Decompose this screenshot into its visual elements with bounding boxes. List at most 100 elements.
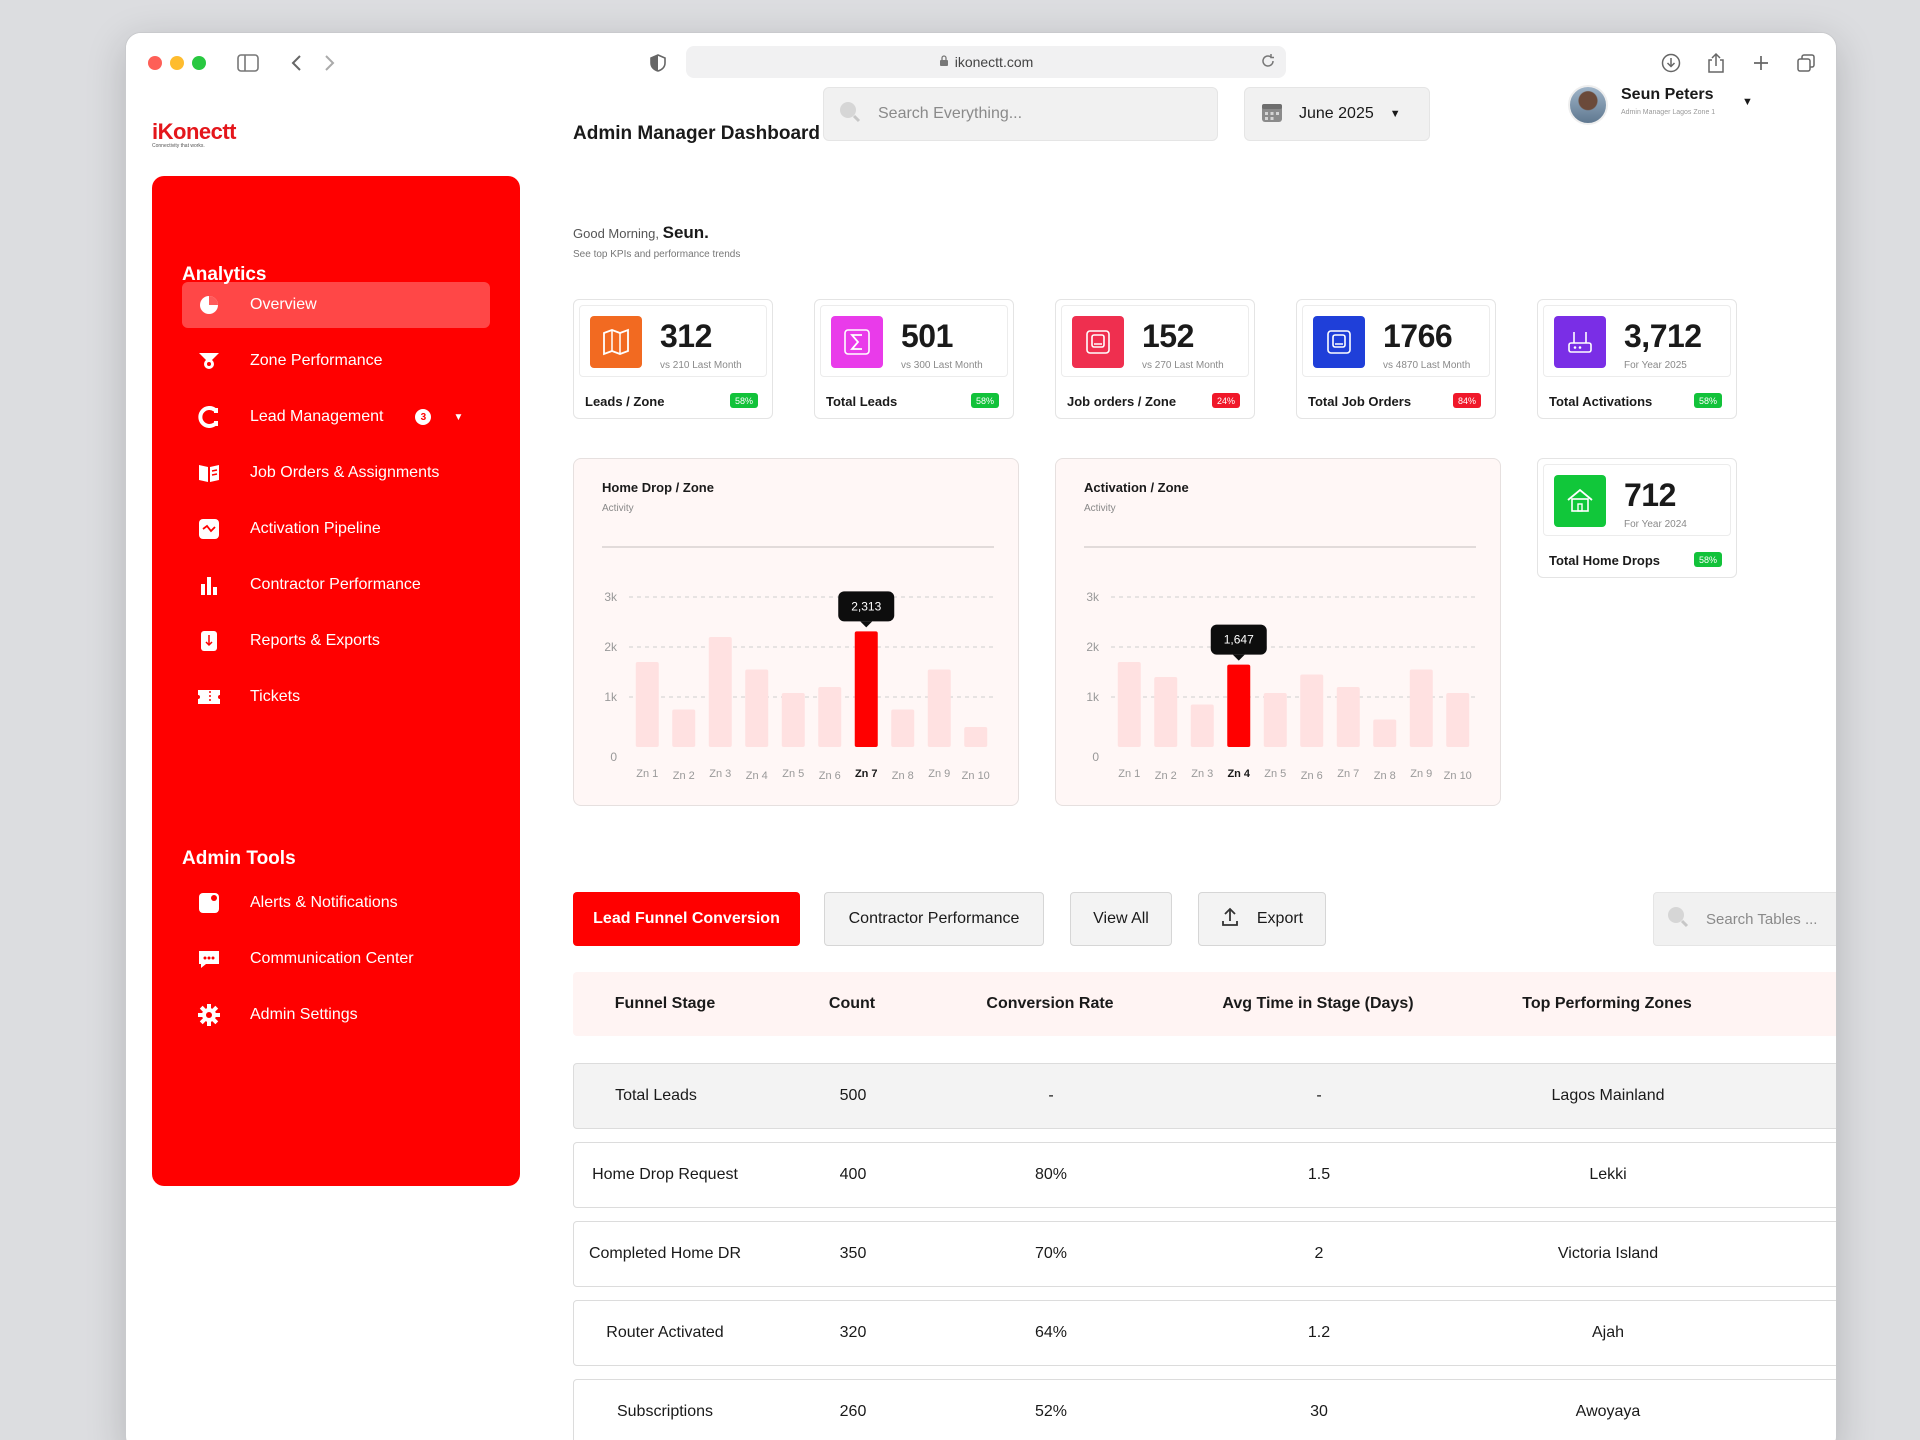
table-row[interactable]: Total Leads 500 - - Lagos Mainland — [573, 1063, 1836, 1129]
sidebar-item-lead-management[interactable]: Lead Management 3 ▼ — [182, 394, 490, 440]
chart-bar — [781, 693, 805, 747]
table-search-input[interactable] — [1706, 910, 1836, 928]
clipboard-icon — [1313, 316, 1365, 368]
table-cell: 500 — [839, 1087, 867, 1104]
x-tick-label: Zn 8 — [892, 770, 914, 782]
table-cell: 30 — [1310, 1403, 1328, 1420]
sidebar-item-tickets[interactable]: Tickets — [182, 674, 490, 720]
kpi-card-leads-zone[interactable]: 312 vs 210 Last Month Leads / Zone 58% — [573, 299, 773, 419]
tab-contractor-performance[interactable]: Contractor Performance — [824, 892, 1044, 946]
user-name[interactable]: Seun Peters — [1621, 86, 1714, 103]
search-icon — [838, 100, 862, 129]
kpi-comparison: For Year 2024 — [1624, 519, 1687, 530]
chart-bar — [1154, 677, 1178, 747]
column-header[interactable]: Top Performing Zones — [1522, 995, 1692, 1012]
table-row[interactable]: Router Activated 320 64% 1.2 Ajah — [573, 1300, 1836, 1366]
minimize-window-button[interactable] — [170, 56, 184, 70]
sidebar-item-alerts[interactable]: Alerts & Notifications — [182, 880, 490, 926]
kpi-value-panel: 312 vs 210 Last Month — [579, 305, 767, 377]
kpi-trend-text: 58% — [1698, 554, 1717, 565]
chart-bar — [1409, 669, 1433, 747]
tab-lead-funnel-conversion[interactable]: Lead Funnel Conversion — [573, 892, 800, 946]
table-search[interactable] — [1653, 892, 1836, 946]
user-role: Admin Manager Lagos Zone 1 — [1621, 109, 1716, 116]
forward-arrow-icon[interactable] — [316, 49, 344, 77]
table-cell: Subscriptions — [616, 1403, 714, 1420]
chart-bar — [927, 669, 951, 747]
y-tick-label: 1k — [604, 690, 618, 704]
sigma-icon — [831, 316, 883, 368]
kpi-trend-text: 58% — [1698, 395, 1717, 406]
greeting: Good Morning, Seun. — [573, 223, 709, 243]
avatar[interactable] — [1568, 85, 1608, 125]
chevron-down-icon[interactable]: ▼ — [1742, 96, 1753, 108]
sidebar-item-admin-settings[interactable]: Admin Settings — [182, 992, 490, 1038]
kpi-card-total-activations[interactable]: 3,712 For Year 2025 Total Activations 58… — [1537, 299, 1737, 419]
kpi-value: 1766 — [1383, 318, 1453, 354]
sidebar-item-contractor-performance[interactable]: Contractor Performance — [182, 562, 490, 608]
y-tick-label: 1k — [1086, 690, 1100, 704]
column-header[interactable]: Funnel Stage — [614, 995, 716, 1012]
column-header[interactable]: Conversion Rate — [986, 995, 1114, 1012]
sidebar-item-communication-center[interactable]: Communication Center — [182, 936, 490, 982]
kpi-card-job-orders-zone[interactable]: 152 vs 270 Last Month Job orders / Zone … — [1055, 299, 1255, 419]
chart-bar — [1373, 719, 1397, 747]
chevron-down-icon[interactable]: ▼ — [453, 411, 464, 423]
share-icon[interactable] — [1702, 49, 1730, 77]
sidebar-toggle-icon[interactable] — [234, 49, 262, 77]
clipboard-icon — [1072, 316, 1124, 368]
company-logo[interactable]: iKonectt Connectivity that works. — [152, 119, 252, 159]
shield-icon[interactable] — [644, 49, 672, 77]
table-cell: Home Drop Request — [592, 1166, 738, 1183]
tab-overview-icon[interactable] — [1792, 49, 1820, 77]
sidebar-item-label: Contractor Performance — [250, 576, 421, 593]
search-input[interactable] — [878, 105, 1178, 123]
sidebar-item-overview[interactable]: Overview — [182, 282, 490, 328]
kpi-card-total-home-drops[interactable]: 712 For Year 2024 Total Home Drops 58% — [1537, 458, 1737, 578]
pipeline-icon — [196, 516, 222, 542]
close-window-button[interactable] — [148, 56, 162, 70]
map-icon — [590, 316, 642, 368]
column-header[interactable]: Avg Time in Stage (Days) — [1222, 995, 1414, 1012]
chart-bar — [1263, 693, 1287, 747]
export-button[interactable]: Export — [1198, 892, 1326, 946]
table-row[interactable]: Completed Home DR 350 70% 2 Victoria Isl… — [573, 1221, 1836, 1287]
address-bar[interactable]: ikonectt.com — [686, 46, 1286, 78]
column-header[interactable]: Count — [828, 995, 876, 1012]
chart-subtitle: Activity — [602, 503, 634, 514]
chevron-down-icon: ▼ — [1389, 108, 1401, 120]
kpi-label: Job orders / Zone — [1067, 394, 1177, 409]
maximize-window-button[interactable] — [192, 56, 206, 70]
chart-bar — [745, 669, 769, 747]
reload-icon[interactable] — [1260, 53, 1276, 72]
chart-bar — [708, 637, 732, 747]
new-tab-icon[interactable] — [1747, 49, 1775, 77]
table-header: Funnel Stage Count Conversion Rate Avg T… — [573, 972, 1836, 1036]
date-picker[interactable]: June 2025 ▼ — [1244, 87, 1430, 141]
view-all-button[interactable]: View All — [1070, 892, 1172, 946]
kpi-card-total-job-orders[interactable]: 1766 vs 4870 Last Month Total Job Orders… — [1296, 299, 1496, 419]
download-icon[interactable] — [1657, 49, 1685, 77]
tooltip-box — [838, 591, 895, 622]
chart-subtitle: Activity — [1084, 503, 1116, 514]
sidebar-item-reports-exports[interactable]: Reports & Exports — [182, 618, 490, 664]
kpi-card-total-leads[interactable]: 501 vs 300 Last Month Total Leads 58% — [814, 299, 1014, 419]
table-cell: 320 — [839, 1324, 867, 1341]
ticket-icon — [196, 684, 222, 710]
sidebar-item-label: Activation Pipeline — [250, 520, 381, 537]
upload-icon — [1221, 907, 1239, 932]
sidebar-item-activation-pipeline[interactable]: Activation Pipeline — [182, 506, 490, 552]
table-row[interactable]: Subscriptions 260 52% 30 Awoyaya — [573, 1379, 1836, 1440]
sidebar-item-label: Lead Management — [250, 408, 384, 425]
global-search[interactable] — [823, 87, 1218, 141]
search-icon — [1666, 905, 1690, 934]
sidebar-item-job-orders[interactable]: Job Orders & Assignments — [182, 450, 490, 496]
sidebar-item-zone-performance[interactable]: Zone Performance — [182, 338, 490, 384]
back-arrow-icon[interactable] — [282, 49, 310, 77]
kpi-trend-text: 58% — [975, 395, 994, 406]
chart-title: Home Drop / Zone — [602, 480, 714, 495]
chart-bar — [1227, 664, 1251, 747]
table-row[interactable]: Home Drop Request 400 80% 1.5 Lekki — [573, 1142, 1836, 1208]
x-tick-label: Zn 5 — [782, 768, 804, 780]
x-tick-label: Zn 9 — [1410, 768, 1432, 780]
